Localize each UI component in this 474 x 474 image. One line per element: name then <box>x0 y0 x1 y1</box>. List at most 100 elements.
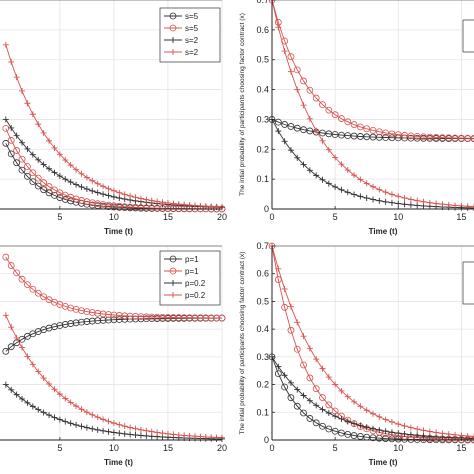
data-point <box>313 127 320 134</box>
data-point <box>191 202 198 209</box>
x-tick-label: 10 <box>109 443 119 453</box>
data-point <box>202 433 209 440</box>
data-point <box>137 195 144 202</box>
plot-area <box>272 0 474 209</box>
data-point <box>300 126 307 134</box>
data-point <box>338 429 345 437</box>
data-point <box>100 191 107 198</box>
data-point <box>46 137 53 144</box>
data-point <box>121 203 129 211</box>
data-point <box>356 123 364 131</box>
data-point <box>401 194 408 201</box>
data-point <box>132 425 139 432</box>
data-point <box>196 314 204 322</box>
data-point <box>19 344 26 351</box>
data-point <box>363 424 370 431</box>
legend-box <box>462 261 474 305</box>
data-point <box>181 201 188 208</box>
data-point <box>300 77 307 85</box>
data-point <box>83 424 90 431</box>
y-tick-label: 0 <box>264 435 269 445</box>
data-point <box>127 431 134 438</box>
data-point <box>83 198 91 206</box>
data-point <box>281 48 288 55</box>
y-tick-label: 0.3 <box>256 114 269 124</box>
data-point <box>332 154 339 161</box>
data-point <box>24 100 31 107</box>
data-point <box>351 191 358 198</box>
data-point <box>293 124 301 132</box>
data-point <box>338 115 345 122</box>
x-tick-label: 5 <box>57 212 62 222</box>
legend-label: p=1 <box>185 267 199 276</box>
data-point <box>407 424 414 431</box>
data-point <box>24 399 31 406</box>
data-point <box>332 183 339 190</box>
data-point <box>319 406 326 413</box>
chart-panel-bottom-right: 0 5 10 15 0 0.1 0.2 0.3 0.4 0.5 0.6 0.7 Time (t) The … <box>239 241 474 467</box>
data-point <box>471 433 474 440</box>
legend <box>462 261 474 305</box>
data-point <box>148 428 155 435</box>
data-point <box>67 320 75 327</box>
data-point <box>148 197 155 204</box>
data-point <box>452 202 459 209</box>
data-point <box>312 94 320 102</box>
data-point <box>332 381 339 388</box>
data-point <box>94 317 102 325</box>
data-point <box>62 176 69 183</box>
x-tick-label: 20 <box>217 212 227 222</box>
data-point <box>175 314 183 321</box>
data-point <box>325 180 332 187</box>
data-point <box>281 383 289 391</box>
y-tick-label: 0.2 <box>256 144 269 154</box>
data-point <box>306 115 313 122</box>
data-point <box>83 186 90 193</box>
data-point <box>169 314 177 321</box>
data-point <box>24 145 31 152</box>
legend-box <box>462 19 474 53</box>
data-point <box>452 431 459 438</box>
data-point <box>40 179 48 187</box>
data-point <box>105 192 112 199</box>
data-point <box>88 309 96 316</box>
data-point <box>2 312 9 319</box>
data-point <box>100 416 107 423</box>
data-point <box>426 199 433 206</box>
data-point <box>287 303 294 310</box>
data-point <box>137 432 144 439</box>
data-point <box>121 191 128 198</box>
data-point <box>88 199 96 207</box>
legend: s=5 s=5 s=2 s=2 <box>159 7 221 63</box>
data-point <box>35 406 42 413</box>
data-point <box>439 430 446 437</box>
data-point <box>370 183 376 190</box>
data-point <box>319 176 326 183</box>
data-point <box>56 391 63 398</box>
y-tick-label: 0.7 <box>256 0 269 5</box>
y-tick-label: 0.7 <box>256 241 269 251</box>
data-point <box>300 333 307 340</box>
data-point <box>46 380 53 387</box>
data-point <box>471 204 474 211</box>
data-point <box>24 172 31 180</box>
legend <box>462 19 474 53</box>
data-point <box>164 430 171 437</box>
data-point <box>293 66 301 74</box>
data-point <box>8 124 15 131</box>
series-4 <box>2 41 225 210</box>
data-point <box>281 121 289 128</box>
data-point <box>388 199 395 206</box>
data-point <box>287 68 294 75</box>
data-point <box>116 421 123 428</box>
data-point <box>51 323 58 331</box>
data-point <box>306 397 313 404</box>
data-point <box>18 166 26 174</box>
data-point <box>143 196 150 203</box>
data-point <box>445 201 452 208</box>
data-point <box>186 432 193 439</box>
data-point <box>78 307 85 314</box>
series-3 <box>269 116 474 211</box>
data-point <box>420 432 427 439</box>
data-point <box>325 106 333 114</box>
